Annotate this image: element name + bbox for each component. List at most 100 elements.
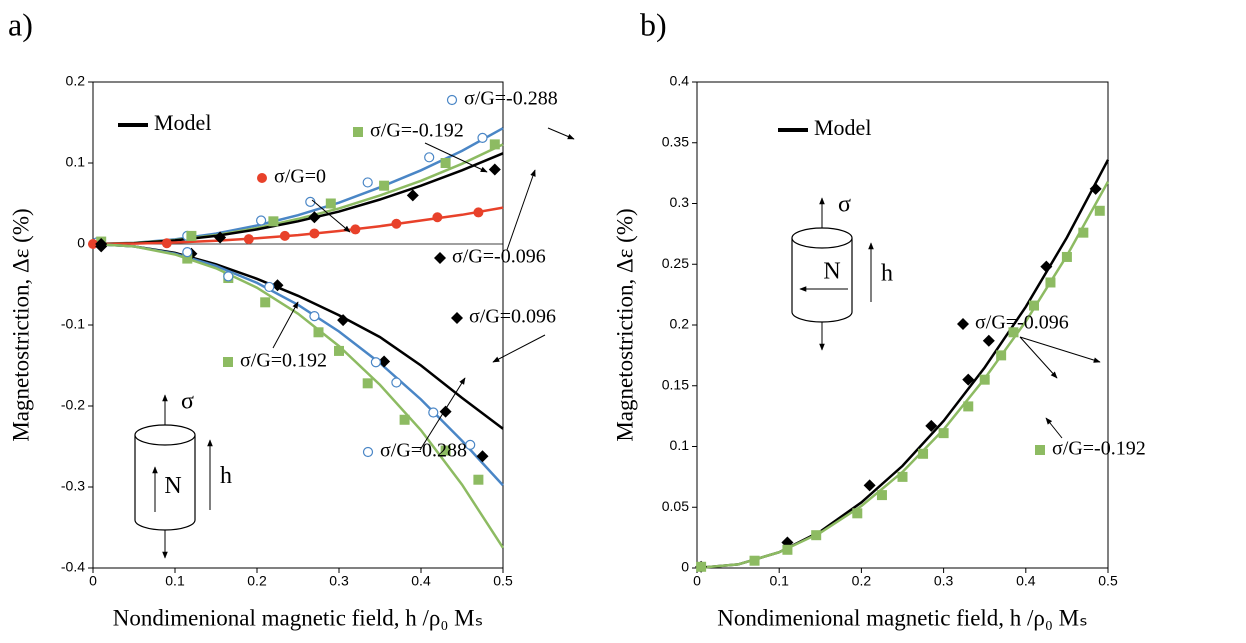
x-tick-label: 0.3	[329, 573, 349, 589]
data-point	[182, 247, 193, 258]
data-point	[256, 215, 267, 226]
x-tick-label: 0.1	[769, 573, 789, 589]
inset-stress: σ	[838, 192, 851, 218]
data-point	[279, 230, 290, 241]
data-point	[473, 207, 484, 218]
x-tick-label: 0.5	[1098, 573, 1118, 589]
series-label: σ/G=0	[274, 166, 326, 188]
series-label: σ/G=-0.192	[370, 120, 464, 142]
label-marker	[257, 173, 267, 183]
data-point	[309, 310, 320, 322]
data-point	[979, 374, 990, 385]
data-point	[811, 530, 822, 541]
legend-label: Model	[154, 110, 211, 135]
series-label: σ/G=-0.096	[452, 246, 546, 268]
x-tick-label: 0.4	[1016, 573, 1036, 589]
data-point	[337, 314, 350, 327]
data-point	[696, 561, 707, 572]
y-tick-label: 0.3	[670, 194, 690, 210]
annotation-arrow	[311, 199, 351, 233]
series-label: σ/G=0.096	[469, 306, 556, 328]
data-point	[749, 555, 760, 566]
annotation-arrow	[547, 127, 575, 140]
label-marker	[223, 357, 233, 367]
y-tick-label: 0.35	[662, 133, 689, 149]
inset-pole: N	[823, 259, 840, 285]
data-point	[391, 377, 402, 388]
annotation-arrow	[506, 169, 536, 251]
x-tick-label: 0.5	[493, 573, 513, 589]
data-point	[1029, 300, 1040, 311]
label-marker	[353, 127, 363, 137]
y-tick-label: -0.2	[61, 397, 85, 413]
x-tick-label: 0.4	[411, 573, 431, 589]
y-tick-label: -0.3	[61, 478, 85, 494]
model-curve	[92, 206, 504, 246]
data-point	[362, 378, 373, 389]
label-marker	[451, 312, 463, 324]
label-marker	[446, 94, 458, 106]
inset-cylinder-top	[134, 424, 196, 446]
data-point	[897, 471, 908, 482]
data-point	[876, 490, 887, 501]
y-tick-label: 0.4	[670, 73, 690, 89]
y-axis-title: Magnetostriction, Δε (%)	[612, 208, 637, 441]
series-label: σ/G=-0.096	[975, 312, 1069, 334]
data-point	[996, 350, 1007, 361]
data-point	[465, 439, 476, 450]
data-point	[963, 401, 974, 412]
data-point	[863, 479, 876, 492]
data-point	[161, 238, 172, 249]
annotation-arrow	[424, 142, 488, 173]
x-tick-label: 0	[89, 573, 97, 589]
data-point	[925, 419, 938, 432]
data-point	[260, 297, 271, 308]
data-point	[334, 345, 344, 356]
data-point	[305, 196, 316, 207]
data-point	[264, 281, 275, 293]
y-tick-label: 0.2	[66, 73, 86, 89]
data-point	[271, 279, 284, 292]
data-point	[473, 474, 484, 485]
data-point	[489, 139, 500, 150]
y-tick-label: -0.4	[61, 559, 85, 575]
y-tick-label: 0.25	[662, 255, 689, 271]
data-point	[1040, 260, 1053, 273]
model-curve	[92, 242, 504, 430]
data-point	[852, 508, 863, 519]
data-point	[1094, 205, 1105, 216]
data-point	[325, 198, 336, 209]
data-point	[440, 158, 451, 168]
model-curve	[696, 159, 1110, 570]
data-point	[476, 450, 489, 463]
inset-stress: σ	[181, 389, 194, 415]
inset-field: h	[220, 463, 232, 489]
y-tick-label: 0	[77, 235, 85, 251]
data-point	[186, 230, 197, 241]
label-marker	[1035, 445, 1045, 455]
data-point	[313, 327, 324, 338]
data-point	[308, 211, 321, 224]
data-point	[214, 231, 227, 244]
annotation-arrow	[272, 301, 299, 349]
data-point	[362, 177, 373, 188]
panel-label: a)	[8, 6, 33, 42]
data-point	[1061, 251, 1072, 262]
data-point	[268, 216, 279, 227]
inset-cylinder	[791, 238, 853, 323]
data-point	[424, 152, 435, 163]
annotation-arrow	[1019, 336, 1101, 363]
series-label: σ/G=-0.288	[464, 88, 558, 110]
y-tick-label: 0	[681, 559, 689, 575]
annotation-arrow	[419, 377, 466, 451]
y-axis-title: Magnetostriction, Δε (%)	[8, 208, 33, 441]
data-point	[406, 189, 419, 202]
model-curve	[92, 242, 505, 549]
x-axis-title: Nondimenional magnetic field, h /ρ₀ Mₛ	[113, 605, 483, 630]
data-point	[962, 373, 975, 386]
model-curve	[696, 180, 1110, 570]
model-curve	[92, 152, 504, 246]
label-marker	[957, 318, 969, 330]
inset-field: h	[881, 261, 893, 287]
